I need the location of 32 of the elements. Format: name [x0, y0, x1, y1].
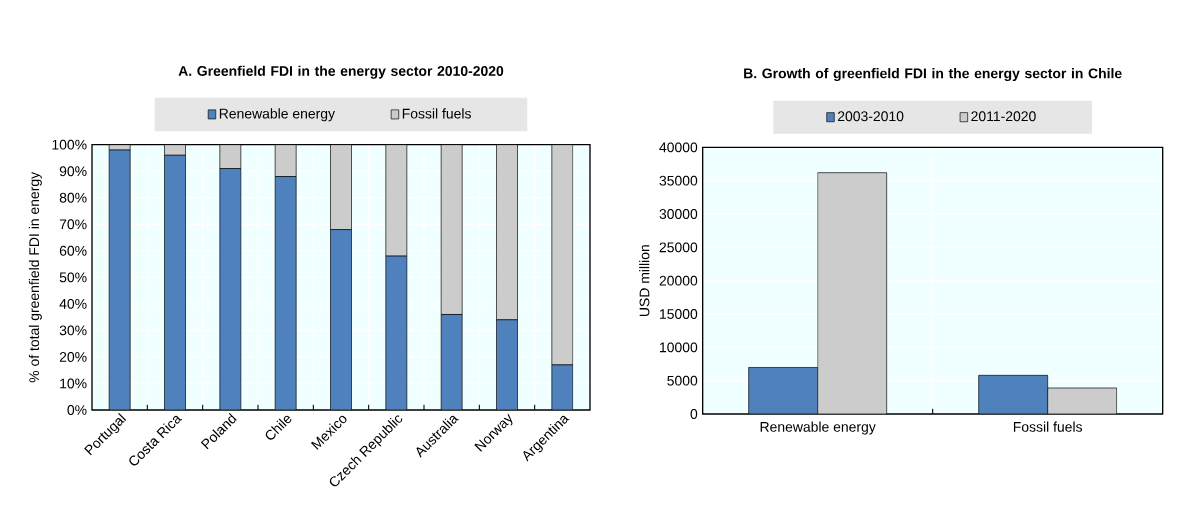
y-tick-label: 10000: [660, 342, 698, 353]
y-tick-label: 80%: [59, 192, 87, 203]
y-tick-label: 30%: [59, 325, 87, 336]
legend-label: 2011-2020: [971, 111, 1036, 122]
legend-label: Renewable energy: [219, 108, 335, 122]
x-tick-label: Fossil fuels: [1013, 421, 1083, 432]
y-tick-label: 40%: [59, 298, 87, 309]
chart-title: A. Greenfield FDI in the energy sector 2010-2020: [178, 65, 504, 79]
bar: [978, 375, 1049, 414]
y-tick-label: 25000: [659, 242, 698, 253]
y-tick-label: 50%: [59, 272, 87, 283]
y-tick-label: 30000: [659, 209, 698, 219]
bar: [748, 367, 819, 414]
legend-label: Fossil fuels: [402, 108, 471, 119]
y-tick-label: 10%: [60, 378, 87, 389]
y-tick-label: 90%: [59, 166, 87, 177]
chart-title: B. Growth of greenfield FDI in the energy sector in Chile: [744, 68, 1122, 82]
y-tick-label: 0%: [67, 405, 87, 415]
y-tick-label: 35000: [659, 175, 698, 186]
y-tick-label: 0: [690, 409, 698, 419]
y-tick-label: 60%: [59, 245, 87, 256]
x-tick-label: Renewable energy: [760, 421, 876, 435]
y-tick-label: 100%: [52, 139, 87, 150]
y-tick-label: 20000: [659, 275, 698, 286]
y-tick-label: 70%: [59, 219, 87, 230]
y-tick-label: 5000: [667, 375, 698, 386]
y-tick-label: 15000: [660, 309, 698, 319]
legend-label: 2003-2010: [837, 111, 904, 122]
y-tick-label: 40000: [659, 142, 698, 153]
y-axis-title: % of total greenfield FDI in energy: [28, 171, 42, 383]
y-tick-label: 20%: [59, 352, 87, 362]
y-axis-title: USD million: [639, 245, 650, 317]
